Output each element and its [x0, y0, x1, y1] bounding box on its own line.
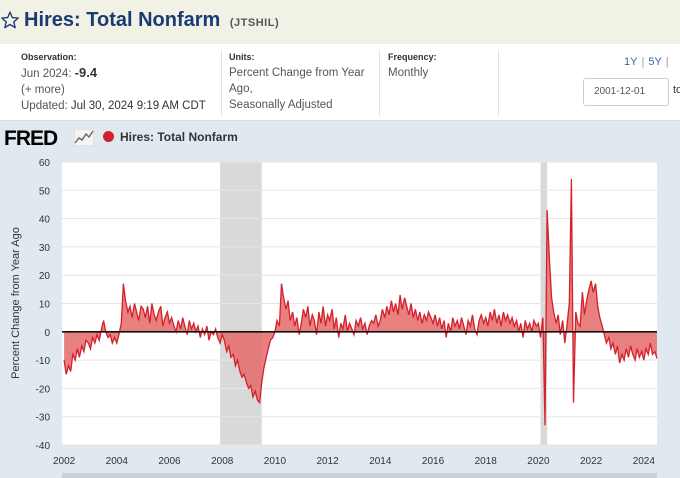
series-id: (JTSHIL) [229, 17, 280, 29]
to-label: to [673, 84, 680, 96]
updated-value: Jul 30, 2024 9:19 AM CDT [70, 100, 206, 112]
x-tick-label: 2020 [527, 456, 550, 467]
legend-swatch [103, 131, 114, 142]
x-tick-label: 2024 [633, 456, 656, 467]
units-line-2: Ago, [229, 83, 253, 95]
legend-series-name: Hires: Total Nonfarm [120, 130, 238, 144]
y-tick-label: 0 [44, 328, 50, 339]
range-1y[interactable]: 1Y [624, 56, 638, 68]
x-tick-label: 2016 [422, 456, 445, 467]
y-tick-label: 40 [39, 215, 51, 226]
y-tick-label: 60 [39, 158, 51, 169]
y-tick-label: 10 [39, 300, 51, 311]
units-line-1: Percent Change from Year [229, 67, 365, 79]
start-date-input[interactable]: 2001-12-01 [583, 78, 669, 106]
y-axis-label: Percent Change from Year Ago [10, 227, 22, 379]
fred-logo[interactable]: FRED [4, 127, 58, 150]
units-label: Units: [229, 52, 255, 62]
x-tick-label: 2012 [316, 456, 339, 467]
series-meta: Observation: Jun 2024: -9.4 (+ more) Upd… [0, 44, 680, 121]
title-bar: Hires: Total Nonfarm (JTSHIL) [0, 0, 680, 44]
series-line [63, 178, 658, 426]
series-title: Hires: Total Nonfarm [24, 9, 221, 31]
y-tick-label: -20 [36, 384, 51, 395]
x-tick-label: 2014 [369, 456, 392, 467]
x-tick-label: 2004 [106, 456, 129, 467]
y-tick-label: 50 [39, 186, 51, 197]
divider [379, 50, 380, 116]
observation-date: Jun 2024: [21, 68, 72, 80]
updated-label: Updated: [21, 100, 68, 112]
x-tick-label: 2006 [158, 456, 181, 467]
units-block: Units: Percent Change from Year Ago, Sea… [229, 52, 365, 113]
x-tick-label: 2010 [264, 456, 287, 467]
observation-label: Observation: [21, 52, 77, 62]
y-tick-label: 30 [39, 243, 51, 254]
y-tick-label: -30 [36, 413, 51, 424]
range-separator: | [665, 56, 669, 68]
y-tick-label: 20 [39, 271, 51, 282]
star-icon[interactable] [0, 10, 20, 30]
x-tick-label: 2018 [475, 456, 498, 467]
divider [221, 50, 222, 116]
observation-value: -9.4 [74, 65, 98, 80]
y-tick-label: -10 [36, 356, 51, 367]
y-tick-label: -40 [36, 441, 51, 452]
page-title: Hires: Total Nonfarm (JTSHIL) [24, 9, 279, 32]
units-line-3: Seasonally Adjusted [229, 99, 333, 111]
x-tick-label: 2002 [53, 456, 76, 467]
frequency-label: Frequency: [388, 52, 437, 62]
range-5y[interactable]: 5Y [648, 56, 662, 68]
more-link[interactable]: (+ more) [21, 84, 65, 96]
observation-block: Observation: Jun 2024: -9.4 (+ more) Upd… [21, 52, 206, 114]
range-selector: 1Y | 5Y | [624, 56, 673, 68]
x-tick-labels: 2002 2004 2006 2008 2010 2012 2014 2016 2018 2020… [53, 456, 655, 467]
divider [498, 50, 499, 116]
y-tick-labels: 60 50 40 30 20 10 0 -10 -20 -30 -40 [36, 158, 51, 452]
x-tick-label: 2022 [580, 456, 603, 467]
frequency-value: Monthly [388, 67, 429, 79]
x-tick-label: 2008 [211, 456, 234, 467]
frequency-block: Frequency: Monthly [388, 52, 437, 81]
fred-chart-icon [74, 129, 94, 146]
range-scrollbar[interactable] [62, 473, 657, 478]
range-separator: | [641, 56, 645, 68]
